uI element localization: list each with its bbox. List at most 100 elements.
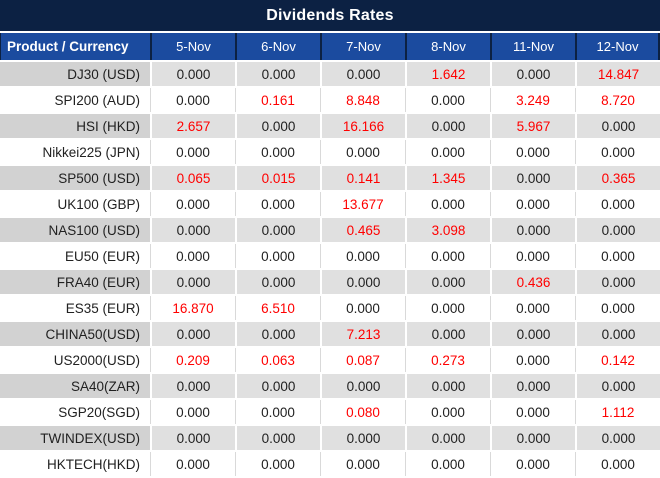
value-cell: 0.000 [320, 270, 405, 294]
value-cell: 0.063 [235, 348, 320, 372]
value-cell: 0.000 [320, 426, 405, 450]
value-cell: 3.098 [405, 218, 490, 242]
value-cell: 0.000 [575, 452, 660, 476]
value-cell: 0.000 [405, 296, 490, 320]
value-cell: 0.000 [320, 140, 405, 164]
value-cell: 0.000 [490, 296, 575, 320]
table-row: NAS100 (USD) 0.000 0.000 0.465 3.098 0.0… [0, 218, 660, 242]
value-cell: 0.000 [405, 426, 490, 450]
value-cell: 0.000 [235, 114, 320, 138]
product-cell: EU50 (EUR) [0, 244, 150, 268]
table-row: US2000(USD) 0.209 0.063 0.087 0.273 0.00… [0, 348, 660, 372]
table-row: SPI200 (AUD) 0.000 0.161 8.848 0.000 3.2… [0, 88, 660, 112]
value-cell: 0.000 [575, 244, 660, 268]
value-cell: 0.000 [490, 322, 575, 346]
value-cell: 1.112 [575, 400, 660, 424]
table-body: DJ30 (USD) 0.000 0.000 0.000 1.642 0.000… [0, 62, 660, 476]
value-cell: 0.000 [405, 88, 490, 112]
product-cell: SGP20(SGD) [0, 400, 150, 424]
value-cell: 0.000 [490, 452, 575, 476]
value-cell: 0.000 [490, 348, 575, 372]
value-cell: 0.000 [150, 270, 235, 294]
value-cell: 0.365 [575, 166, 660, 190]
product-cell: FRA40 (EUR) [0, 270, 150, 294]
value-cell: 0.087 [320, 348, 405, 372]
value-cell: 0.273 [405, 348, 490, 372]
value-cell: 0.000 [405, 374, 490, 398]
value-cell: 0.000 [405, 114, 490, 138]
value-cell: 0.141 [320, 166, 405, 190]
value-cell: 0.000 [150, 88, 235, 112]
value-cell: 0.000 [320, 244, 405, 268]
value-cell: 0.161 [235, 88, 320, 112]
value-cell: 0.000 [235, 452, 320, 476]
value-cell: 0.000 [150, 218, 235, 242]
product-cell: SPI200 (AUD) [0, 88, 150, 112]
value-cell: 0.000 [575, 218, 660, 242]
product-cell: HKTECH(HKD) [0, 452, 150, 476]
value-cell: 0.000 [490, 140, 575, 164]
table-row: TWINDEX(USD) 0.000 0.000 0.000 0.000 0.0… [0, 426, 660, 450]
value-cell: 7.213 [320, 322, 405, 346]
value-cell: 1.345 [405, 166, 490, 190]
value-cell: 0.209 [150, 348, 235, 372]
value-cell: 0.000 [575, 192, 660, 216]
value-cell: 0.000 [575, 270, 660, 294]
product-cell: UK100 (GBP) [0, 192, 150, 216]
value-cell: 0.000 [490, 62, 575, 86]
value-cell: 0.465 [320, 218, 405, 242]
value-cell: 0.000 [405, 244, 490, 268]
date-header-8nov: 8-Nov [405, 33, 490, 60]
table-row: CHINA50(USD) 0.000 0.000 7.213 0.000 0.0… [0, 322, 660, 346]
date-header-6nov: 6-Nov [235, 33, 320, 60]
product-cell: NAS100 (USD) [0, 218, 150, 242]
value-cell: 3.249 [490, 88, 575, 112]
table-row: ES35 (EUR) 16.870 6.510 0.000 0.000 0.00… [0, 296, 660, 320]
divider [0, 60, 660, 62]
value-cell: 0.000 [235, 218, 320, 242]
value-cell: 0.000 [235, 270, 320, 294]
product-cell: ES35 (EUR) [0, 296, 150, 320]
value-cell: 0.000 [235, 374, 320, 398]
value-cell: 5.967 [490, 114, 575, 138]
value-cell: 0.000 [150, 140, 235, 164]
value-cell: 0.000 [575, 374, 660, 398]
table-row: FRA40 (EUR) 0.000 0.000 0.000 0.000 0.43… [0, 270, 660, 294]
value-cell: 8.848 [320, 88, 405, 112]
value-cell: 0.000 [235, 140, 320, 164]
value-cell: 0.000 [490, 374, 575, 398]
date-header-5nov: 5-Nov [150, 33, 235, 60]
table-row: SGP20(SGD) 0.000 0.000 0.080 0.000 0.000… [0, 400, 660, 424]
table-row: EU50 (EUR) 0.000 0.000 0.000 0.000 0.000… [0, 244, 660, 268]
value-cell: 0.000 [150, 62, 235, 86]
value-cell: 0.000 [320, 62, 405, 86]
date-header-11nov: 11-Nov [490, 33, 575, 60]
value-cell: 0.000 [235, 244, 320, 268]
value-cell: 0.000 [575, 426, 660, 450]
product-cell: HSI (HKD) [0, 114, 150, 138]
page-title: Dividends Rates [266, 6, 394, 24]
value-cell: 0.000 [405, 322, 490, 346]
value-cell: 0.000 [405, 270, 490, 294]
value-cell: 0.000 [320, 374, 405, 398]
table-row: SA40(ZAR) 0.000 0.000 0.000 0.000 0.000 … [0, 374, 660, 398]
value-cell: 14.847 [575, 62, 660, 86]
table-row: SP500 (USD) 0.065 0.015 0.141 1.345 0.00… [0, 166, 660, 190]
value-cell: 16.166 [320, 114, 405, 138]
value-cell: 0.000 [150, 400, 235, 424]
value-cell: 0.000 [490, 218, 575, 242]
value-cell: 0.436 [490, 270, 575, 294]
table-row: HSI (HKD) 2.657 0.000 16.166 0.000 5.967… [0, 114, 660, 138]
product-cell: CHINA50(USD) [0, 322, 150, 346]
value-cell: 0.000 [235, 426, 320, 450]
date-header-7nov: 7-Nov [320, 33, 405, 60]
title-bar: Dividends Rates [0, 0, 660, 31]
value-cell: 1.642 [405, 62, 490, 86]
value-cell: 0.000 [235, 62, 320, 86]
value-cell: 0.000 [490, 192, 575, 216]
date-header-12nov: 12-Nov [575, 33, 660, 60]
product-cell: SP500 (USD) [0, 166, 150, 190]
value-cell: 0.000 [235, 192, 320, 216]
product-cell: Nikkei225 (JPN) [0, 140, 150, 164]
value-cell: 0.000 [405, 140, 490, 164]
